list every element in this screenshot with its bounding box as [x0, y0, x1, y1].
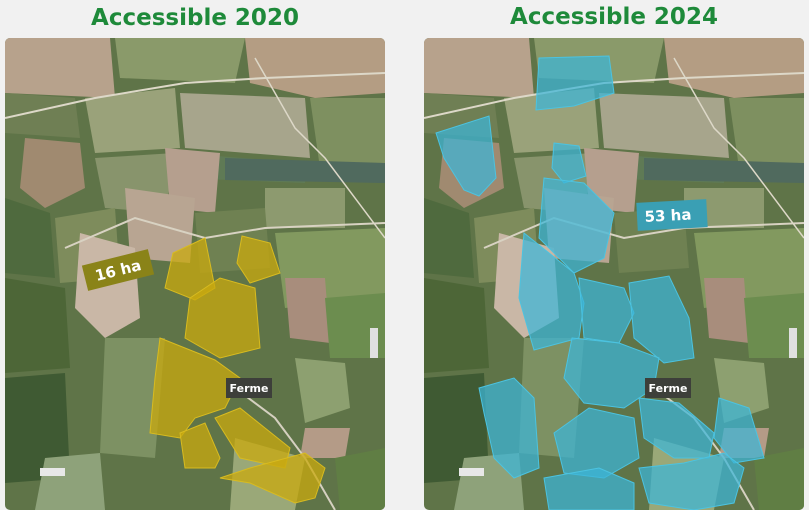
- farm-badge: [645, 378, 691, 398]
- map-2020: 16 ha Ferme: [5, 38, 385, 510]
- farm-label: Ferme: [230, 382, 269, 395]
- farm-label: Ferme: [649, 382, 688, 395]
- area-badge: [636, 199, 708, 231]
- panel-title: Accessible 2024: [510, 4, 718, 30]
- map-2024: 53 ha Ferme: [424, 38, 804, 510]
- farm-badge: [226, 378, 272, 398]
- panel-title: Accessible 2020: [91, 5, 299, 31]
- area-label: 53 ha: [644, 205, 692, 225]
- area-badge: [81, 249, 155, 291]
